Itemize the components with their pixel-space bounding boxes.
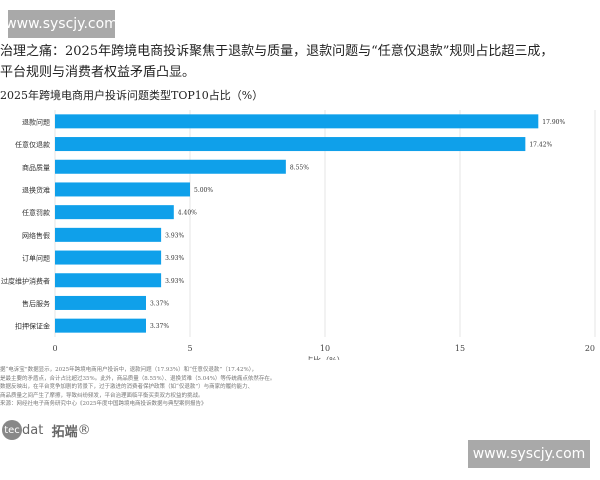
bar (55, 137, 526, 152)
x-axis-label: 占比（%） (305, 355, 345, 360)
data-label: 3.93% (165, 232, 184, 239)
category-label: 订单问题 (22, 254, 50, 263)
x-tick-label: 0 (52, 344, 57, 353)
category-label: 商品质量 (22, 163, 50, 172)
data-label: 3.37% (150, 323, 169, 330)
note-line: 来源：网经社电子商务研究中心《2025年度中国跨境电商投诉数据与典型案例报告》 (0, 401, 207, 407)
bar (55, 273, 162, 288)
data-label: 17.42% (529, 142, 552, 149)
data-label: 8.55% (290, 164, 309, 171)
watermark-bottom: www.syscjy.com (468, 440, 590, 468)
bar (55, 159, 286, 174)
bar (55, 318, 146, 333)
x-tick-label: 10 (320, 344, 330, 353)
data-label: 3.37% (150, 300, 169, 307)
note-line: 数据反映出，在平台竞争加剧的背景下，过于激进的消费者保护政策（如“仅退款”）与商… (0, 384, 254, 390)
data-label: 3.93% (165, 255, 184, 262)
note-line: 据“电诉宝”数据显示，2025年跨境电商用户投诉中，退款问题（17.93%）和“… (0, 367, 257, 373)
watermark: www.syscjy.com (5, 10, 118, 38)
tecdat-logo: tec dat 拓端 ® (2, 420, 91, 440)
category-label: 扣押保证金 (15, 322, 50, 331)
chart-title: 2025年跨境电商用户投诉问题类型TOP10占比（%） (0, 89, 264, 102)
note-line: 是最主要的矛盾点，合计占比超过35%。此外，商品质量（8.55%）、退换货难（5… (0, 375, 276, 382)
category-label: 退换货难 (22, 185, 50, 194)
data-label: 5.00% (194, 187, 213, 194)
bar (55, 205, 174, 220)
headline-line: 治理之痛：2025年跨境电商投诉聚焦于退款与质量，退款问题与“任意仅退款”规则占… (0, 44, 554, 59)
category-label: 任意仅退款 (15, 140, 50, 149)
headline-line: 平台规则与消费者权益矛盾凸显。 (0, 65, 196, 80)
bar (55, 182, 190, 197)
x-tick-label: 15 (455, 344, 465, 353)
category-label: 售后服务 (22, 299, 50, 308)
note-line: 商品质量之间产生了摩擦，导致纠纷频发，平台治理面临平衡买卖双方权益的挑战。 (0, 392, 204, 399)
data-label: 3.93% (165, 278, 184, 285)
bar-chart: 0 5 10 15 20 退款问题 17.90% 任意仅退款 17.42% 商品质量 8.55% 退换… (1, 110, 596, 360)
category-label: 过度维护消费者 (1, 276, 50, 285)
notes: 据“电诉宝”数据显示，2025年跨境电商用户投诉中，退款问题（17.93%）和“… (0, 366, 275, 409)
bar (55, 295, 146, 310)
x-tick-label: 20 (585, 344, 595, 353)
category-label: 任意罚款 (22, 208, 50, 217)
bar (55, 250, 162, 265)
bar (55, 114, 539, 129)
category-label: 网络售假 (22, 231, 50, 240)
data-label: 4.40% (178, 210, 197, 217)
x-tick-label: 5 (187, 344, 192, 353)
category-label: 退款问题 (22, 117, 50, 126)
bar (55, 227, 162, 242)
headline: 治理之痛：2025年跨境电商投诉聚焦于退款与质量，退款问题与“任意仅退款”规则占… (0, 41, 600, 83)
data-label: 17.90% (542, 119, 565, 126)
